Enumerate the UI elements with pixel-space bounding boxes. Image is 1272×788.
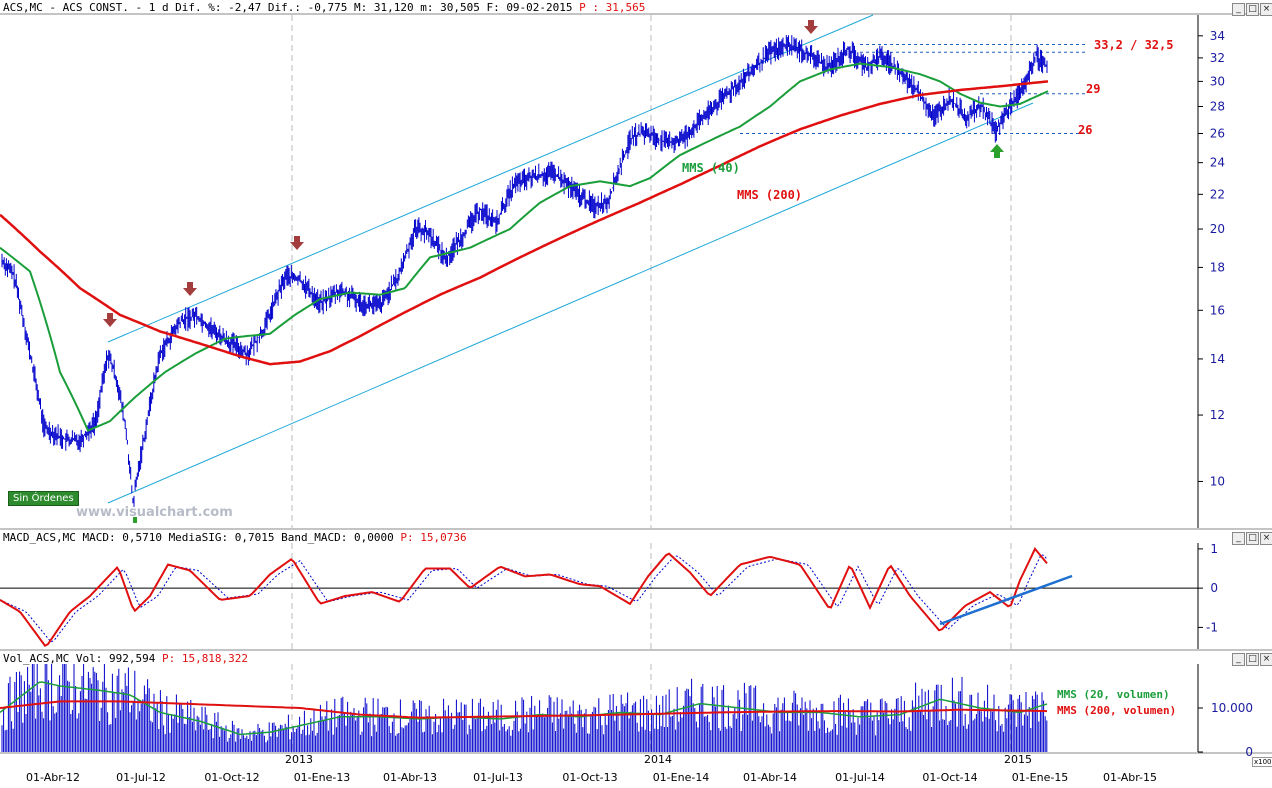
price-header-title: ACS,MC - ACS CONST. - 1 d Dif. %: -2,47 … (3, 1, 573, 14)
x-tick-label: 01-Abr-14 (743, 771, 797, 784)
volume-header-last: P: 15,818,322 (161, 652, 249, 665)
down-arrow-icon (290, 236, 304, 250)
sin-ordenes-button[interactable]: Sin Órdenes (8, 491, 79, 506)
price-tick-label: 14 (1210, 352, 1225, 366)
macd-window-controls: _ □ × (1232, 532, 1272, 545)
macd-tick-label: -1 (1206, 620, 1218, 634)
year-label: 2014 (644, 753, 672, 766)
year-label: 2013 (285, 753, 313, 766)
vol200-label: MMS (200, volumen) (1057, 704, 1177, 717)
maximize-icon[interactable]: □ (1246, 532, 1259, 545)
vol20-label: MMS (20, volumen) (1057, 688, 1170, 701)
volume-tick-label: 0 (1245, 745, 1253, 759)
mms200-line (0, 80, 1049, 366)
vol200-line (0, 700, 1048, 719)
level-26-label: 26 (1078, 123, 1093, 137)
price-tick-label: 32 (1210, 51, 1225, 65)
macd-header-title: MACD_ACS,MC MACD: 0,5710 MediaSIG: 0,701… (3, 531, 394, 544)
macd-tick-label: 0 (1210, 581, 1218, 595)
price-header: ACS,MC - ACS CONST. - 1 d Dif. %: -2,47 … (3, 1, 645, 14)
x-tick-label: 01-Jul-13 (473, 771, 523, 784)
minimize-icon[interactable]: _ (1232, 3, 1245, 16)
price-tick-label: 20 (1210, 222, 1225, 236)
close-icon[interactable]: × (1260, 653, 1272, 666)
channel-upper (107, 14, 874, 343)
price-tick-label: 24 (1210, 156, 1225, 170)
volume-bars (1, 664, 1048, 752)
price-tick-label: 10 (1210, 474, 1225, 488)
watermark: www.visualchart.com (76, 505, 233, 520)
volume-header-title: Vol_ACS,MC Vol: 992,594 (3, 652, 156, 665)
x-tick-label: 01-Abr-13 (383, 771, 437, 784)
close-icon[interactable]: × (1260, 3, 1272, 16)
price-tick-label: 30 (1210, 74, 1225, 88)
volume-window-controls: _ □ × (1232, 653, 1272, 666)
x-tick-label: 01-Oct-13 (562, 771, 617, 784)
maximize-icon[interactable]: □ (1246, 3, 1259, 16)
level-29-label: 29 (1086, 82, 1101, 96)
macd-line (0, 547, 1048, 647)
x-tick-label: 01-Oct-14 (922, 771, 977, 784)
up-arrow-icon (990, 144, 1004, 158)
close-icon[interactable]: × (1260, 532, 1272, 545)
year-label: 2015 (1004, 753, 1032, 766)
price-window-controls: _ □ × (1232, 3, 1272, 16)
x-tick-label: 01-Abr-12 (26, 771, 80, 784)
x-tick-label: 01-Ene-13 (294, 771, 351, 784)
mms40-label: MMS (40) (682, 161, 740, 175)
x-tick-label: 01-Ene-14 (653, 771, 710, 784)
x-tick-label: 01-Abr-15 (1103, 771, 1157, 784)
scale-x100: x100 (1252, 757, 1272, 767)
down-arrow-icon (103, 313, 117, 327)
price-header-last: P : 31,565 (579, 1, 646, 14)
resistance-label: 33,2 / 32,5 (1094, 38, 1174, 52)
mms40-line (0, 62, 1049, 432)
down-arrow-icon (183, 282, 197, 296)
minimize-icon[interactable]: _ (1232, 653, 1245, 666)
volume-tick-label: 10.000 (1211, 701, 1253, 715)
start-marker (133, 517, 137, 523)
macd-tick-label: 1 (1210, 542, 1218, 556)
x-tick-label: 01-Jul-14 (835, 771, 885, 784)
price-tick-label: 28 (1210, 100, 1225, 114)
price-tick-label: 26 (1210, 127, 1225, 141)
price-bars (1, 35, 1048, 507)
price-tick-label: 18 (1210, 260, 1225, 274)
down-arrow-icon (804, 20, 818, 34)
volume-header: Vol_ACS,MC Vol: 992,594 P: 15,818,322 (3, 652, 248, 665)
x-tick-label: 01-Oct-12 (204, 771, 259, 784)
macd-header-last: P: 15,0736 (400, 531, 467, 544)
minimize-icon[interactable]: _ (1232, 532, 1245, 545)
x-tick-label: 01-Jul-12 (116, 771, 166, 784)
price-tick-label: 34 (1210, 29, 1225, 43)
maximize-icon[interactable]: □ (1246, 653, 1259, 666)
price-tick-label: 12 (1210, 408, 1225, 422)
signal-line (0, 554, 1048, 643)
x-tick-label: 01-Ene-15 (1012, 771, 1069, 784)
mms200-label: MMS (200) (737, 188, 803, 202)
macd-header: MACD_ACS,MC MACD: 0,5710 MediaSIG: 0,701… (3, 531, 467, 544)
channel-lower (107, 102, 1034, 504)
macd-trendline (939, 574, 1073, 626)
price-tick-label: 16 (1210, 303, 1225, 317)
price-tick-label: 22 (1210, 187, 1225, 201)
